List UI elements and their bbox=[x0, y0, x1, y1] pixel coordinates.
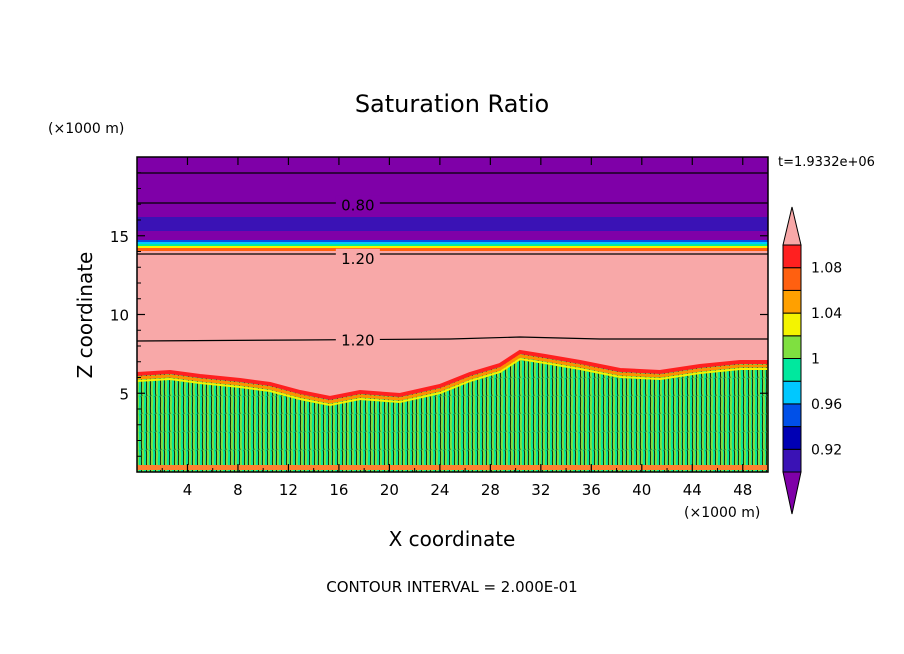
x-tick-label: 4 bbox=[183, 481, 193, 499]
colorbar-swatch bbox=[782, 335, 802, 359]
band-green bbox=[137, 244, 768, 246]
contour-1.20-mid bbox=[137, 336, 768, 342]
colorbar-swatch bbox=[782, 244, 802, 269]
contour-label-bg bbox=[335, 248, 380, 266]
surface-band bbox=[137, 465, 768, 470]
y-unit-label: (×1000 m) bbox=[48, 121, 124, 137]
colorbar-tick-label: 1.08 bbox=[811, 261, 842, 277]
colorbar-swatch bbox=[782, 289, 802, 314]
y-tick-label: 15 bbox=[110, 228, 129, 246]
x-tick-label: 12 bbox=[279, 481, 298, 499]
x-unit-label: (×1000 m) bbox=[684, 505, 760, 521]
contour-label: 1.20 bbox=[341, 250, 374, 268]
x-tick-label: 16 bbox=[329, 481, 348, 499]
colorbar-swatch bbox=[782, 448, 802, 473]
y-axis-label: Z coordinate bbox=[73, 252, 97, 379]
x-tick-label: 24 bbox=[430, 481, 449, 499]
x-tick-label: 28 bbox=[481, 481, 500, 499]
colorbar-max-triangle bbox=[782, 206, 802, 246]
colorbar-tick-label: 1 bbox=[811, 352, 820, 368]
colorbar-tick-label: 0.92 bbox=[811, 442, 842, 458]
contour-label: 1.20 bbox=[341, 332, 374, 350]
contour-labels: 0.80 1.20 1.20 bbox=[335, 195, 380, 350]
x-axis-label: X coordinate bbox=[389, 527, 516, 551]
boundary-layer bbox=[137, 352, 768, 472]
band-blue bbox=[137, 240, 768, 242]
upper-dry-layer bbox=[137, 157, 768, 217]
x-tick-label: 20 bbox=[380, 481, 399, 499]
time-label: t=1.9332e+06 bbox=[778, 155, 875, 170]
colorbar-tick-label: 0.96 bbox=[811, 397, 842, 413]
band-orange bbox=[137, 248, 768, 251]
chart-title: Saturation Ratio bbox=[355, 90, 549, 118]
colorbar-swatch bbox=[782, 267, 802, 291]
x-tick-label: 32 bbox=[531, 481, 550, 499]
boundary-top-red bbox=[137, 349, 768, 401]
contour-label: 0.80 bbox=[341, 196, 374, 214]
x-tick-label: 8 bbox=[233, 481, 243, 499]
dark-band bbox=[137, 217, 768, 231]
contour-interval-note: CONTOUR INTERVAL = 2.000E-01 bbox=[326, 578, 577, 596]
y-tick-label: 10 bbox=[110, 307, 129, 325]
plot-area: 0.80 1.20 1.20 bbox=[137, 157, 768, 472]
contour-label-bg bbox=[335, 330, 380, 348]
colorbar-swatch bbox=[782, 358, 802, 382]
colorbar-swatch bbox=[782, 403, 802, 428]
x-tick-label: 40 bbox=[632, 481, 651, 499]
colorbar: 1.08 1.04 1 0.96 0.92 bbox=[782, 206, 842, 515]
y-tick-label: 5 bbox=[119, 385, 129, 403]
band-yellow bbox=[137, 246, 768, 248]
x-axis: 4 8 12 16 20 24 28 32 36 40 44 48 bbox=[161, 157, 752, 499]
boundary-top-orange bbox=[137, 354, 768, 404]
colorbar-swatch bbox=[782, 426, 802, 450]
x-tick-label: 44 bbox=[683, 481, 702, 499]
y-axis: 5 10 15 bbox=[110, 172, 768, 457]
band-purple bbox=[137, 231, 768, 240]
colorbar-swatch bbox=[782, 380, 802, 405]
x-tick-label: 48 bbox=[733, 481, 752, 499]
colorbar-tick-label: 1.04 bbox=[811, 306, 842, 322]
colorbar-min-triangle bbox=[782, 471, 802, 515]
boundary-top-yellow bbox=[137, 357, 768, 407]
contour-label-bg bbox=[335, 195, 380, 213]
x-tick-label: 36 bbox=[582, 481, 601, 499]
colorbar-swatch bbox=[782, 312, 802, 337]
band-cyan bbox=[137, 242, 768, 244]
